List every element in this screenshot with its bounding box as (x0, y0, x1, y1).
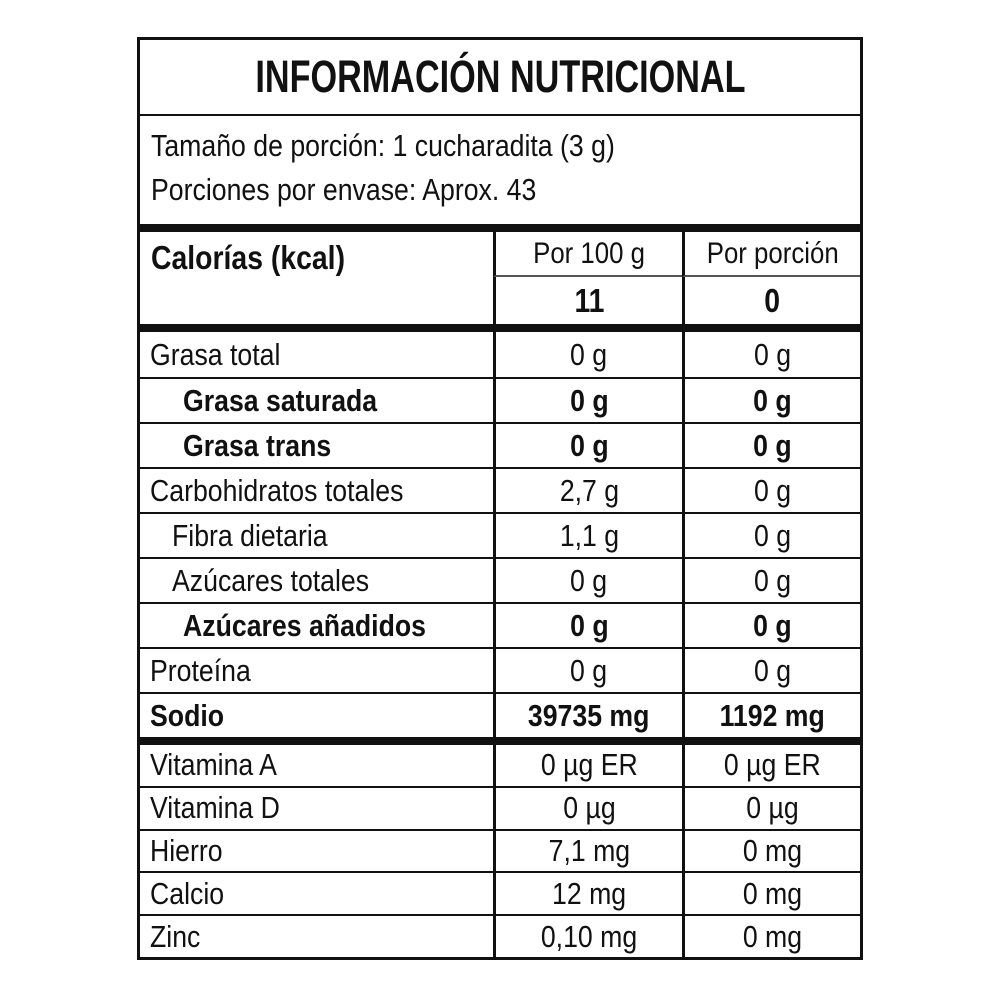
serving-size-text: Tamaño de porción: 1 cucharadita (3 g) (151, 128, 615, 163)
calories-name: Calorías (kcal) (151, 239, 346, 276)
nutrient-per-portion: 0 g (753, 472, 792, 508)
nutrient-per-100g: 0 µg (562, 790, 616, 826)
per-100g-header-cell: Por 100 g (493, 232, 682, 277)
nutrient-per-100g: 0 g (570, 652, 608, 688)
nutrient-row-calcio: Calcio 12 mg 0 mg (140, 871, 860, 915)
nutrient-row-sodio: Sodio 39735 mg 1192 mg (140, 692, 860, 737)
nutrient-row-grasa-total: Grasa total 0 g 0 g (140, 332, 860, 377)
nutrient-per-100g: 0,10 mg (540, 918, 638, 954)
calories-name-cell: Calorías (kcal) (140, 232, 493, 324)
nutrient-per-portion: 0 g (753, 562, 792, 598)
nutrient-name: Grasa saturada (183, 382, 378, 418)
nutrient-per-100g: 0 µg ER (540, 747, 638, 783)
nutrient-per-100g: 1,1 g (559, 517, 619, 553)
nutrient-per-portion: 0 g (753, 427, 792, 463)
nutrient-name: Azúcares añadidos (183, 607, 426, 643)
label-title-section: INFORMACIÓN NUTRICIONAL (140, 40, 860, 116)
servings-per-container-text: Porciones por envase: Aprox. 43 (151, 172, 537, 207)
nutrient-name: Carbohidratos totales (150, 472, 404, 508)
nutrient-name: Hierro (150, 832, 223, 868)
nutrient-row-proteina: Proteína 0 g 0 g (140, 647, 860, 692)
nutrient-row-fibra: Fibra dietaria 1,1 g 0 g (140, 512, 860, 557)
calories-per-portion-value: 0 (764, 281, 781, 319)
nutrient-per-100g: 12 mg (551, 875, 627, 911)
calories-per-100g-value: 11 (573, 281, 604, 319)
nutrient-per-portion: 0 mg (742, 918, 803, 954)
nutrient-per-100g: 2,7 g (559, 472, 619, 508)
calories-section: Calorías (kcal) Por 100 g Por porción 11… (140, 232, 860, 332)
nutrient-per-100g: 0 g (569, 427, 609, 463)
nutrient-row-grasa-trans: Grasa trans 0 g 0 g (140, 422, 860, 467)
serving-info-section: Tamaño de porción: 1 cucharadita (3 g) P… (140, 116, 860, 232)
nutrient-per-portion: 1192 mg (719, 697, 826, 733)
macronutrient-rows-section: Grasa total 0 g 0 g Grasa saturada 0 g 0… (140, 332, 860, 745)
nutrient-per-portion: 0 mg (742, 832, 803, 868)
nutrient-per-portion: 0 g (753, 517, 792, 553)
nutrient-row-azucares-anadidos: Azúcares añadidos 0 g 0 g (140, 602, 860, 647)
servings-per-container-line: Porciones por envase: Aprox. 43 (151, 168, 852, 212)
calories-per-portion-cell: 0 (682, 277, 860, 324)
nutrient-row-vitamina-d: Vitamina D 0 µg 0 µg (140, 785, 860, 829)
nutrient-per-portion: 0 g (753, 336, 792, 372)
nutrient-row-zinc: Zinc 0,10 mg 0 mg (140, 914, 860, 957)
nutrient-row-azucares-totales: Azúcares totales 0 g 0 g (140, 557, 860, 602)
per-100g-header: Por 100 g (533, 236, 645, 270)
nutrient-per-100g: 0 g (569, 607, 609, 643)
per-portion-header-cell: Por porción (682, 232, 860, 277)
nutrient-row-vitamina-a: Vitamina A 0 µg ER 0 µg ER (140, 745, 860, 786)
serving-size-line: Tamaño de porción: 1 cucharadita (3 g) (151, 124, 852, 168)
nutrient-name: Grasa trans (183, 427, 332, 463)
nutrient-per-portion: 0 g (753, 652, 792, 688)
nutrient-row-grasa-saturada: Grasa saturada 0 g 0 g (140, 377, 860, 422)
nutrient-per-100g: 7,1 mg (548, 832, 630, 868)
nutrient-per-100g: 0 g (570, 562, 608, 598)
nutrient-per-portion: 0 mg (742, 875, 803, 911)
nutrient-row-carbohidratos: Carbohidratos totales 2,7 g 0 g (140, 467, 860, 512)
nutrient-row-hierro: Hierro 7,1 mg 0 mg (140, 828, 860, 872)
nutrient-per-100g: 0 g (569, 382, 609, 418)
nutrient-per-100g: 39735 mg (528, 697, 650, 733)
nutrient-name: Proteína (150, 652, 251, 688)
nutrient-name: Vitamina A (150, 747, 277, 783)
nutrient-per-portion: 0 µg ER (724, 747, 821, 783)
nutrient-per-portion: 0 µg (746, 790, 799, 826)
per-portion-header: Por porción (706, 236, 839, 270)
calories-per-100g-cell: 11 (493, 277, 682, 324)
label-title: INFORMACIÓN NUTRICIONAL (254, 51, 746, 102)
nutrient-name: Zinc (150, 918, 201, 954)
nutrient-name: Fibra dietaria (172, 517, 328, 553)
nutrition-facts-label: INFORMACIÓN NUTRICIONAL Tamaño de porció… (137, 37, 863, 960)
nutrient-name: Grasa total (150, 336, 281, 372)
nutrient-name: Calcio (150, 875, 225, 911)
micronutrient-rows-section: Vitamina A 0 µg ER 0 µg ER Vitamina D 0 … (140, 745, 860, 957)
nutrient-name: Vitamina D (150, 790, 280, 826)
nutrient-per-portion: 0 g (753, 607, 792, 643)
nutrient-per-100g: 0 g (570, 336, 608, 372)
nutrient-name: Azúcares totales (172, 562, 370, 598)
nutrient-name: Sodio (150, 697, 225, 733)
nutrient-per-portion: 0 g (753, 382, 792, 418)
